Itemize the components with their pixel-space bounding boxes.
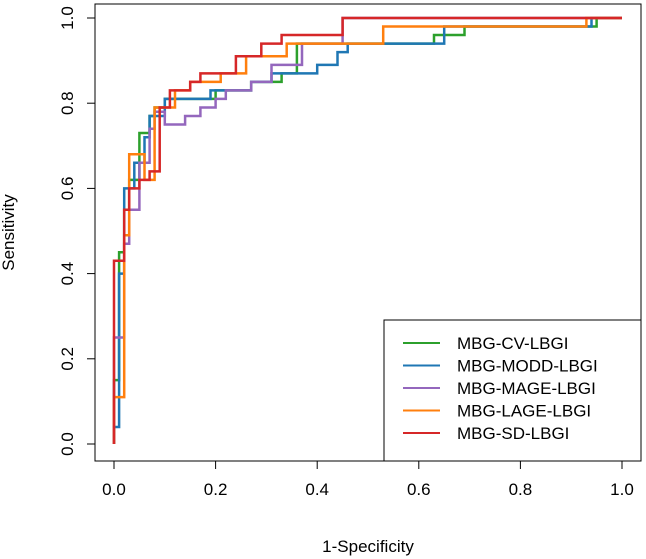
y-tick-label: 0.6	[58, 177, 77, 201]
legend-label: MBG-SD-LBGI	[457, 424, 569, 443]
legend-label: MBG-MAGE-LBGI	[457, 379, 596, 398]
x-tick-label: 0.8	[509, 480, 533, 499]
legend-label: MBG-CV-LBGI	[457, 334, 568, 353]
x-tick-label: 1.0	[610, 480, 634, 499]
y-axis-title: Sensitivity	[0, 194, 18, 271]
series-line-mbg-sd-lbgi	[112, 16, 622, 444]
x-axis-title: 1-Specificity	[322, 537, 414, 556]
y-tick-label: 1.0	[58, 6, 77, 30]
x-tick-label: 0.6	[407, 480, 431, 499]
x-tick-label: 0.0	[102, 480, 126, 499]
x-tick-label: 0.2	[204, 480, 228, 499]
y-tick-label: 0.8	[58, 91, 77, 115]
plot-area	[94, 3, 642, 462]
legend-label: MBG-MODD-LBGI	[457, 357, 598, 376]
y-axis: 0.0 0.2 0.4 0.6 0.8 1.0	[58, 6, 96, 456]
y-tick-label: 0.0	[58, 432, 77, 456]
x-axis: 0.0 0.2 0.4 0.6 0.8 1.0	[102, 460, 634, 499]
x-tick-label: 0.4	[305, 480, 329, 499]
legend: MBG-CV-LBGI MBG-MODD-LBGI MBG-MAGE-LBGI MBG…	[383, 319, 642, 462]
y-tick-label: 0.4	[58, 262, 77, 286]
y-tick-label: 0.2	[58, 347, 77, 371]
series-layer	[112, 16, 622, 444]
legend-label: MBG-LAGE-LBGI	[457, 402, 591, 421]
